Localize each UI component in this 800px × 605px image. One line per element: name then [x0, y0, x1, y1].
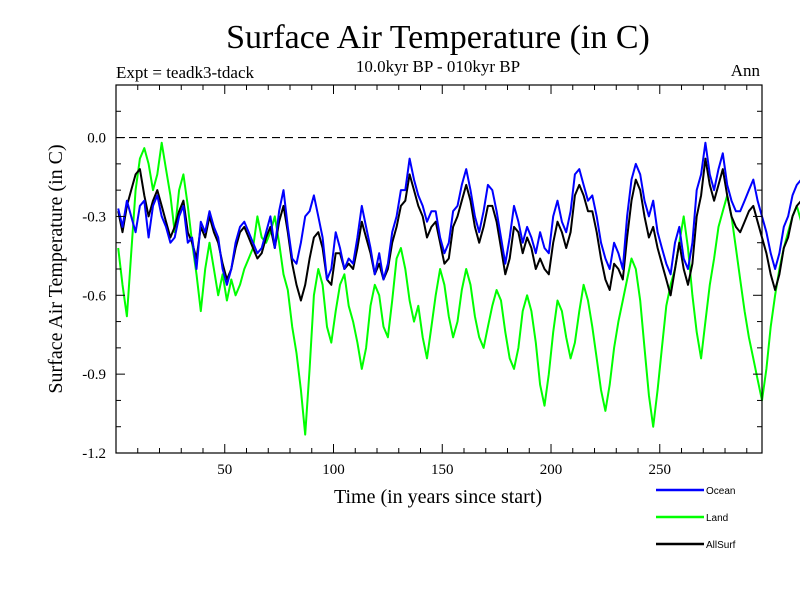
y-axis-label: Surface Air Temperature (in C) [45, 144, 67, 393]
y-tick-label: 0.0 [87, 131, 106, 147]
series-ocean-line [117, 141, 800, 286]
x-tick-label: 50 [217, 462, 232, 478]
y-tick-label: -0.3 [82, 209, 106, 225]
legend-label-allsurf: AllSurf [706, 540, 736, 551]
x-tick-label: 150 [431, 462, 454, 478]
series-allsurf-line [117, 157, 800, 302]
y-tick-label: -0.6 [82, 288, 106, 304]
legend-label-land: Land [706, 513, 728, 524]
y-tick-label: -0.9 [82, 367, 106, 383]
series-land-line [117, 141, 800, 436]
chart-title: Surface Air Temperature (in C) [226, 19, 650, 56]
legend: Ocean Land AllSurf [656, 486, 736, 551]
axes-layer: 50 100 150 200 250 0.0 -0.3 -0.6 -0.9 -1.2 [82, 84, 763, 478]
y-tick-label: -1.2 [82, 446, 106, 462]
experiment-label: Expt = teadk3-tdack [116, 63, 254, 82]
x-tick-label: 250 [649, 462, 672, 478]
legend-label-ocean: Ocean [706, 486, 735, 497]
season-label: Ann [731, 61, 761, 80]
x-axis-label: Time (in years since start) [334, 486, 542, 508]
x-tick-label: 200 [540, 462, 563, 478]
x-tick-label: 100 [322, 462, 345, 478]
series-layer [117, 141, 800, 436]
period-label: 10.0kyr BP - 010kyr BP [356, 57, 520, 76]
